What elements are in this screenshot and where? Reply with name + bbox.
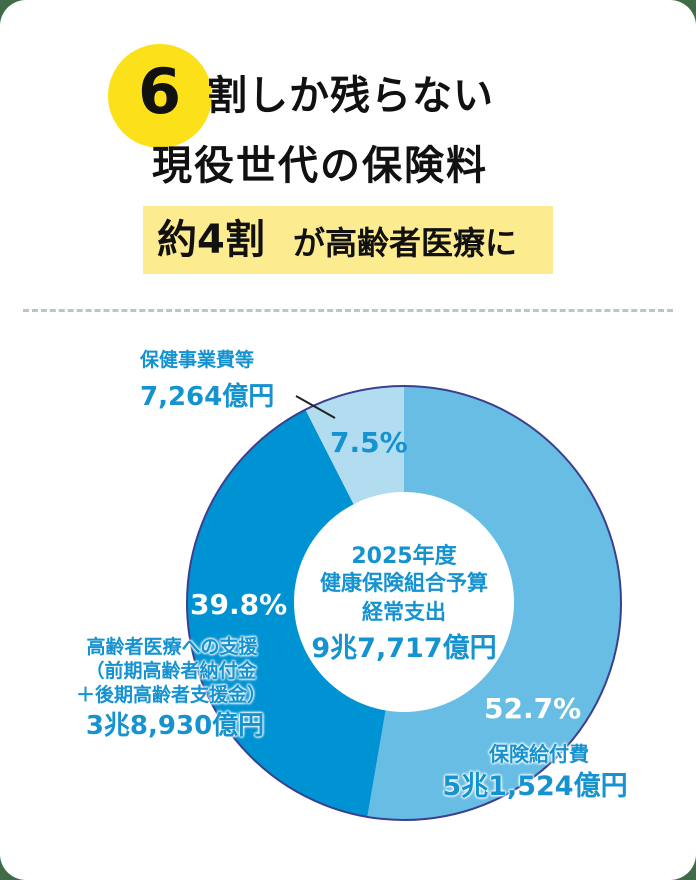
donut-hole (294, 492, 514, 712)
label-benefits-name: 保険給付費 (489, 742, 589, 766)
center-line2: 健康保険組合予算 (320, 571, 488, 595)
leader-line (295, 395, 336, 419)
label-benefits-amount: 5兆1,524億円 (442, 771, 628, 802)
label-elderly-support-sub1: （前期高齢者納付金 (85, 660, 257, 682)
label-elderly-support-sub2: ＋後期高齢者支援金） (75, 684, 266, 706)
headline-line2: 現役世代の保険料 (152, 143, 488, 189)
headline-line1: 割しか残らない (207, 73, 494, 119)
label-elderly-support-percent: 39.8% (190, 588, 288, 621)
label-health-programs-amount: 7,264億円 (140, 382, 275, 412)
center-year: 2025年度 (351, 544, 457, 569)
center-total: 9兆7,717億円 (311, 633, 497, 664)
dashed-divider (23, 309, 673, 312)
label-elderly-support-amount: 3兆8,930億円 (85, 711, 265, 741)
yellow-circle-badge (108, 44, 212, 148)
label-health-programs-name: 保健事業費等 (140, 349, 255, 371)
highlight-band: 約4割 が高齢者医療に (143, 206, 553, 274)
label-benefits-percent: 52.7% (484, 692, 582, 725)
highlight-big-text: 約4割 (157, 217, 265, 263)
label-elderly-support-name: 高齢者医療への支援 (86, 636, 258, 658)
center-line3: 経常支出 (362, 600, 446, 624)
highlight-small-text: が高齢者医療に (293, 224, 518, 262)
headline-number: 6 (138, 55, 182, 128)
label-health-programs-percent: 7.5% (330, 426, 408, 459)
